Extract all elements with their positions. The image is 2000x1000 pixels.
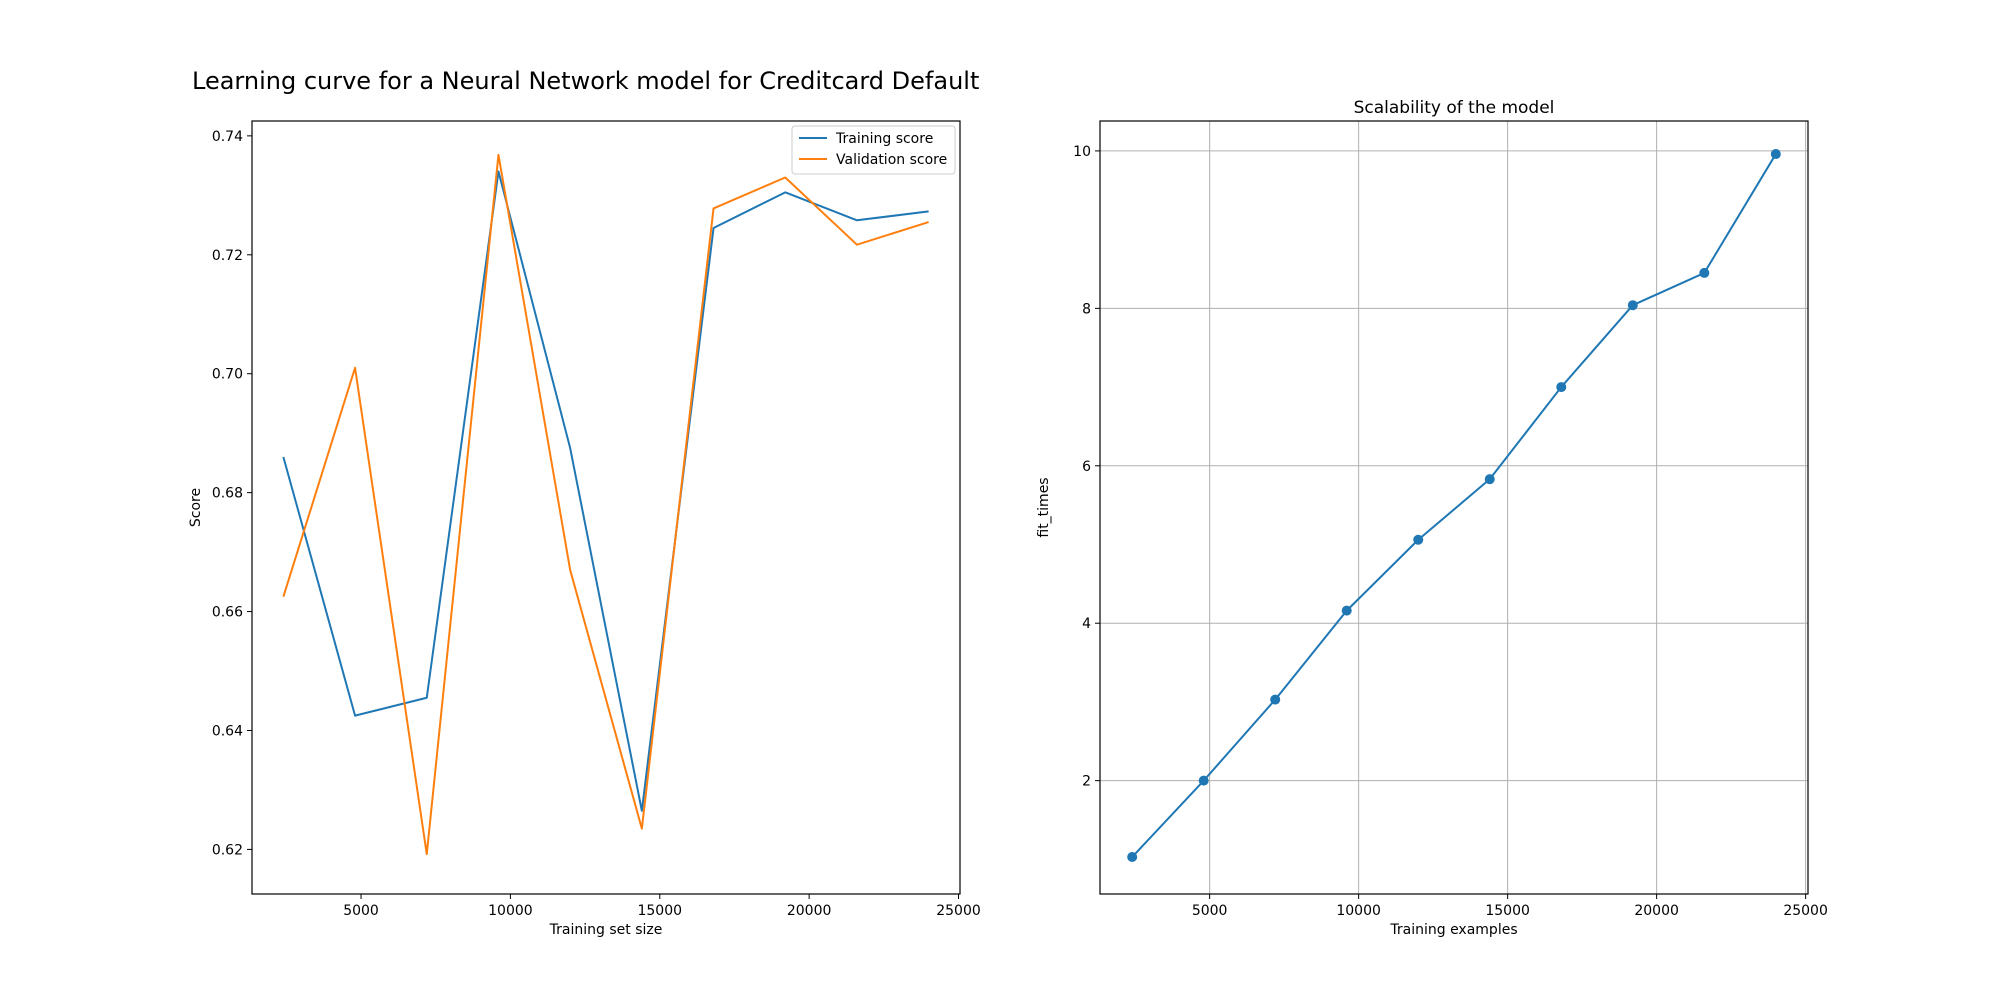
data-point [1627,300,1638,311]
x-tick-label: 20000 [1634,903,1679,919]
data-point [1413,534,1424,545]
x-tick-label: 20000 [787,903,832,919]
axes-frame [1099,120,1809,895]
y-axis-label: Score [188,488,204,527]
data-point [1270,694,1281,705]
legend-box [791,125,956,175]
data-point [1341,605,1352,616]
data-point [1770,149,1781,160]
y-axis-label: fit_times [1036,477,1052,537]
x-tick-label: 25000 [936,903,981,919]
x-tick-label: 15000 [1485,903,1530,919]
data-point [1699,267,1710,278]
y-tick-label: 0.74 [212,129,243,145]
data-point [1198,775,1209,786]
x-tick-label: 25000 [1783,903,1828,919]
learning-curve-plot: 5000 10000 15000 20000 25000 0.62 0.64 0.66 0.68… [188,120,981,938]
figure-title: Learning curve for a Neural Network mode… [192,67,979,95]
x-tick-label: 5000 [1192,903,1228,919]
axes-frame [251,120,961,895]
axes-title: Scalability of the model [1354,98,1555,118]
y-tick-label: 0.70 [212,367,243,383]
series-line-validation-score [282,153,929,856]
y-tick-label: 0.64 [212,723,243,739]
x-tick-label: 10000 [1336,903,1381,919]
y-tick-label: 4 [1082,616,1091,632]
legend-label: Validation score [836,152,947,168]
y-tick-label: 10 [1073,144,1091,160]
y-tick-label: 8 [1082,301,1091,317]
x-tick-label: 10000 [488,903,533,919]
x-axis-label: Training set size [549,922,663,938]
data-point [1556,382,1567,393]
x-tick-label: 15000 [637,903,682,919]
y-tick-label: 0.68 [212,486,243,502]
series-line [1131,153,1777,858]
data-point [1127,852,1138,863]
x-axis-label: Training examples [1389,922,1517,938]
y-tick-label: 6 [1082,459,1091,475]
legend-label: Training score [835,131,933,147]
scalability-plot: 5000 10000 15000 20000 25000 2 4 6 8 10 Training e… [1036,98,1828,938]
legend: Training score Validation score [791,125,956,175]
y-tick-label: 0.72 [212,248,243,264]
x-tick-label: 5000 [343,903,379,919]
y-tick-label: 0.62 [212,842,243,858]
series-line-training-score [282,170,929,812]
y-tick-label: 0.66 [212,605,243,621]
data-point [1484,474,1495,485]
y-tick-label: 2 [1082,774,1091,790]
